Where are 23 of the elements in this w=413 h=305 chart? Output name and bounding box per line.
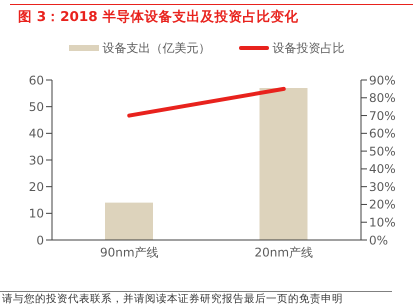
y2-tick-label: 20% [369, 198, 396, 212]
legend-label: 设备投资占比 [272, 40, 344, 56]
y2-tick-label: 90% [369, 73, 396, 88]
y2-tick-label: 0% [369, 233, 388, 248]
y-tick-label: 60 [28, 73, 44, 88]
y-tick-label: 40 [28, 126, 44, 141]
y2-tick-label: 70% [369, 108, 396, 123]
y-tick-label: 0 [36, 233, 44, 248]
x-tick-label: 20nm产线 [254, 246, 314, 260]
y2-tick-label: 80% [369, 91, 396, 106]
y-tick-label: 50 [28, 100, 44, 114]
y2-tick-label: 60% [369, 126, 396, 141]
y2-tick-label: 40% [369, 162, 396, 176]
x-tick-label: 90nm产线 [100, 246, 159, 260]
legend-label: 设备支出（亿美元） [102, 40, 210, 56]
y2-tick-label: 50% [369, 144, 396, 158]
chart-title: 图 3：2018 半导体设备支出及投资占比变化 [18, 8, 298, 26]
y2-tick-label: 30% [369, 180, 396, 194]
y-tick-label: 30 [28, 153, 44, 168]
text: 请与您的投资代表联系，并请阅读本证券研究报告最后一页的免责申明 [2, 292, 343, 305]
y-tick-label: 20 [28, 180, 44, 194]
y2-tick-label: 10% [369, 215, 396, 230]
y-tick-label: 10 [28, 206, 44, 221]
